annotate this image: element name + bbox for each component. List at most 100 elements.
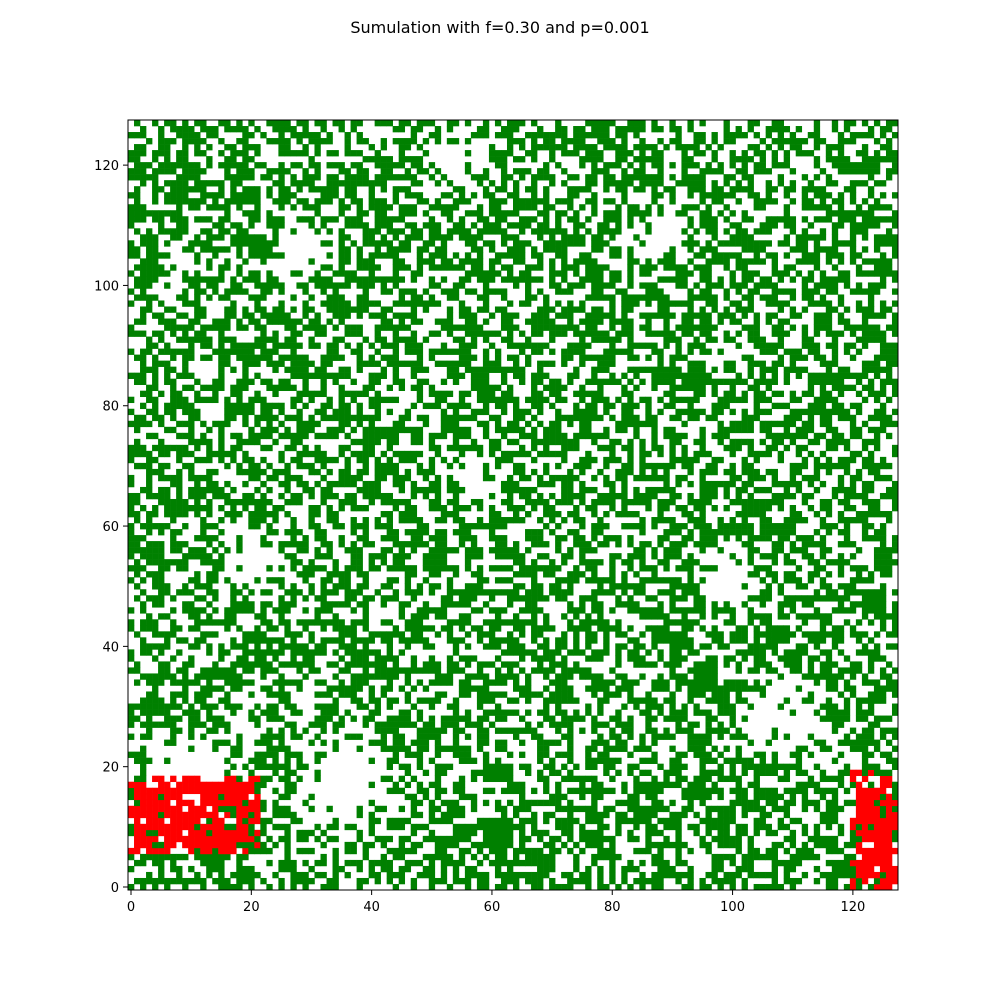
tree-cell (681, 811, 688, 819)
tree-cell (152, 511, 159, 518)
burning-cell (867, 799, 875, 807)
tree-cell (386, 577, 393, 584)
tree-cell (825, 511, 833, 518)
tree-cell (128, 655, 135, 662)
tree-cell (627, 721, 634, 728)
tree-cell (543, 637, 550, 644)
tree-cell (621, 511, 628, 518)
tree-cell (609, 877, 616, 885)
tree-cell (428, 877, 436, 885)
tree-cell (849, 673, 857, 680)
tree-cell (765, 583, 772, 590)
tree-cell (669, 498, 676, 506)
tree-cell (675, 751, 682, 758)
tree-cell (729, 853, 736, 861)
tree-cell (777, 456, 785, 464)
tree-cell (705, 811, 712, 819)
burning-cell (212, 799, 219, 807)
tree-cell (783, 859, 791, 867)
burning-cell (164, 841, 171, 849)
tree-cell (476, 589, 484, 596)
tree-cell (549, 450, 556, 458)
tree-cell (825, 703, 833, 710)
tree-cell (302, 763, 309, 770)
tree-cell (416, 823, 424, 831)
tree-cell (573, 631, 580, 638)
tree-cell (188, 505, 195, 512)
tree-cell (500, 553, 508, 560)
tree-cell (452, 727, 460, 734)
tree-cell (176, 456, 183, 464)
tree-cell (585, 462, 592, 470)
tree-cell (699, 799, 706, 807)
tree-cell (278, 637, 285, 644)
tree-cell (747, 847, 754, 855)
tree-cell (458, 655, 466, 662)
burning-cell (230, 835, 237, 843)
tree-cell (446, 883, 454, 891)
burning-cell (885, 805, 893, 813)
tree-cell (140, 523, 147, 530)
tree-cell (146, 727, 153, 734)
tree-cell (482, 751, 490, 758)
tree-cell (591, 721, 598, 728)
tree-cell (152, 859, 159, 867)
tree-cell (741, 865, 748, 873)
tree-cell (314, 613, 321, 620)
tree-cell (741, 480, 748, 488)
tree-cell (621, 877, 628, 885)
tree-cell (525, 595, 532, 602)
tree-cell (332, 847, 339, 855)
tree-cell (476, 547, 484, 554)
tree-cell (320, 703, 327, 710)
tree-cell (362, 703, 369, 710)
tree-cell (332, 492, 339, 500)
tree-cell (230, 486, 237, 494)
tree-cell (500, 456, 508, 464)
tree-cell (308, 505, 315, 512)
tree-cell (146, 679, 153, 686)
tree-cell (350, 505, 357, 512)
tree-cell (248, 492, 255, 500)
tree-cell (224, 492, 231, 500)
tree-cell (326, 637, 333, 644)
tree-cell (248, 637, 255, 644)
tree-cell (158, 450, 165, 458)
tree-cell (284, 589, 291, 596)
tree-cell (729, 841, 736, 849)
tree-cell (867, 655, 875, 662)
tree-cell (446, 763, 454, 770)
tree-cell (320, 751, 327, 758)
tree-cell (308, 655, 315, 662)
tree-cell (741, 685, 748, 692)
tree-cell (458, 727, 466, 734)
tree-cell (663, 613, 670, 620)
tree-cell (813, 739, 821, 746)
tree-cell (464, 709, 472, 716)
tree-cell (789, 835, 797, 843)
tree-cell (326, 709, 333, 716)
tree-cell (140, 601, 147, 608)
tree-cell (482, 601, 490, 608)
tree-cell (747, 474, 754, 482)
tree-cell (452, 637, 460, 644)
tree-cell (206, 685, 213, 692)
tree-cell (795, 565, 803, 572)
tree-cell (380, 450, 387, 458)
tree-cell (603, 637, 610, 644)
tree-cell (278, 679, 285, 686)
tree-cell (711, 661, 718, 668)
tree-cell (549, 811, 556, 819)
tree-cell (206, 474, 213, 482)
tree-cell (446, 841, 454, 849)
tree-cell (801, 805, 809, 813)
tree-cell (194, 571, 201, 578)
tree-cell (380, 523, 387, 530)
tree-cell (296, 541, 303, 548)
tree-cell (248, 661, 255, 668)
tree-cell (747, 571, 754, 578)
tree-cell (735, 775, 742, 783)
tree-cell (711, 877, 718, 885)
burning-cell (164, 847, 171, 855)
